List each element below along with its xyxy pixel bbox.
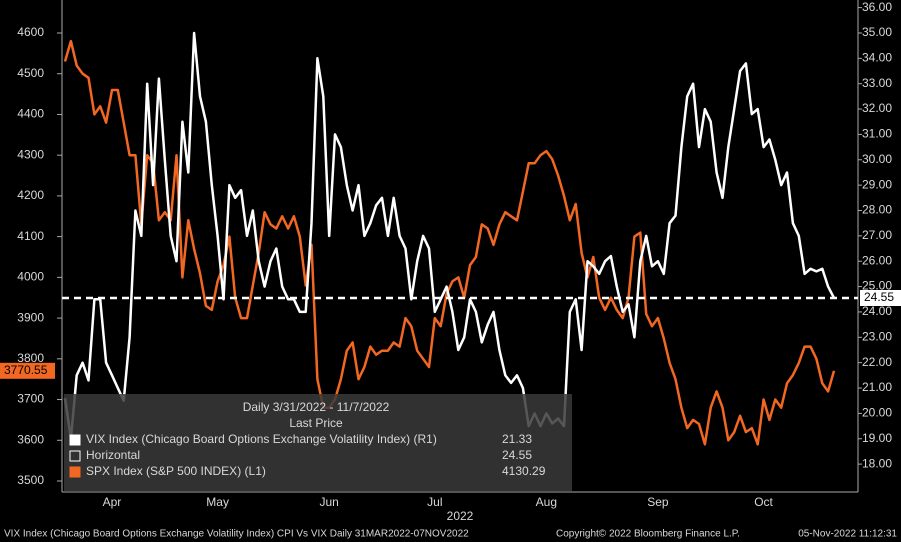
y2-tick-label: 25.00 xyxy=(862,279,892,293)
y-tick-label: 3800 xyxy=(17,351,44,365)
legend-value: 4130.29 xyxy=(502,464,546,478)
footer-copyright: Copyright© 2022 Bloomberg Finance L.P. xyxy=(556,529,740,540)
y2-tick-label: 33.00 xyxy=(862,76,892,90)
legend-subtitle: Daily 3/31/2022 - 11/7/2022 xyxy=(243,400,390,414)
y-tick-label: 4600 xyxy=(17,25,44,39)
x-tick-label: Apr xyxy=(103,495,122,509)
legend-value: 24.55 xyxy=(502,448,532,462)
y-tick-label: 4300 xyxy=(17,147,44,161)
y2-tick-label: 24.00 xyxy=(862,304,892,318)
y2-tick-label: 28.00 xyxy=(862,203,892,217)
y2-tick-label: 19.00 xyxy=(862,431,892,445)
y2-tick-label: 27.00 xyxy=(862,228,892,242)
series-line xyxy=(63,31,836,440)
y-tick-label: 3500 xyxy=(17,473,44,487)
footer-left: VIX Index (Chicago Board Options Exchang… xyxy=(4,529,469,540)
x-tick-label: May xyxy=(206,495,229,509)
x-tick-label: Jul xyxy=(427,495,442,509)
left-value-badge xyxy=(0,362,55,379)
y2-tick-label: 20.00 xyxy=(862,406,892,420)
legend-swatch xyxy=(69,450,81,462)
y-tick-label: 3900 xyxy=(17,310,44,324)
y2-tick-label: 31.00 xyxy=(862,127,892,141)
x-tick-label: Sep xyxy=(647,495,669,509)
y-tick-label: 4500 xyxy=(17,66,44,80)
legend-label: Horizontal xyxy=(86,448,140,462)
legend-label: SPX Index (S&P 500 INDEX) (L1) xyxy=(86,464,266,478)
y2-tick-label: 18.00 xyxy=(862,456,892,470)
y2-tick-label: 21.00 xyxy=(862,380,892,394)
y-tick-label: 4100 xyxy=(17,229,44,243)
y2-tick-label: 26.00 xyxy=(862,253,892,267)
y2-tick-label: 32.00 xyxy=(862,101,892,115)
y2-tick-label: 34.00 xyxy=(862,51,892,65)
y2-tick-label: 29.00 xyxy=(862,177,892,191)
legend-swatch xyxy=(69,466,81,478)
y-tick-label: 4200 xyxy=(17,188,44,202)
y-tick-label: 3700 xyxy=(17,392,44,406)
y-tick-label: 4400 xyxy=(17,107,44,121)
y2-tick-label: 22.00 xyxy=(862,355,892,369)
y2-tick-label: 35.00 xyxy=(862,25,892,39)
legend-label: VIX Index (Chicago Board Options Exchang… xyxy=(86,432,437,446)
legend-box xyxy=(64,394,572,491)
legend-title: Last Price xyxy=(289,416,343,430)
x-tick-label: Oct xyxy=(754,495,773,509)
right-value-badge xyxy=(860,289,901,306)
series-line xyxy=(63,39,836,446)
x-tick-label: Jun xyxy=(319,495,338,509)
y2-tick-label: 36.00 xyxy=(862,0,892,14)
legend-swatch xyxy=(69,434,81,446)
y-tick-label: 4000 xyxy=(17,270,44,284)
x-tick-label: Aug xyxy=(536,495,557,509)
footer-date: 05-Nov-2022 11:12:31 xyxy=(798,529,897,540)
y-tick-label: 3600 xyxy=(17,432,44,446)
y2-tick-label: 23.00 xyxy=(862,329,892,343)
x-axis-label: 2022 xyxy=(447,509,474,523)
right-value-label: 24.55 xyxy=(864,290,894,304)
legend-value: 21.33 xyxy=(502,432,532,446)
left-value-label: 3770.55 xyxy=(4,363,48,377)
y2-tick-label: 30.00 xyxy=(862,152,892,166)
